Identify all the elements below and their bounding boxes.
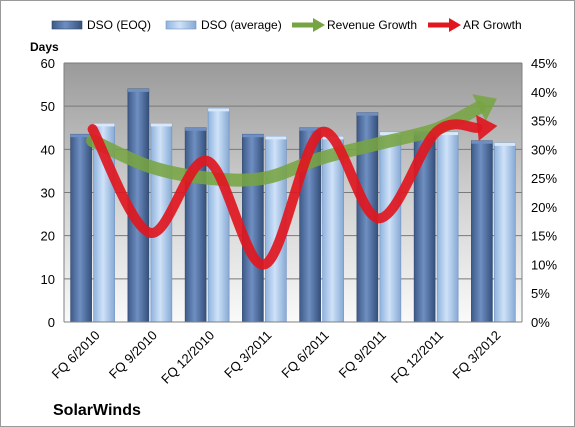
y2-tick-label: 25% <box>531 171 557 186</box>
bar-top <box>299 127 321 131</box>
y-tick-label: 30 <box>41 186 55 201</box>
y-axis-title: Days <box>30 40 59 54</box>
legend-label: DSO (average) <box>201 18 282 32</box>
y2-tick-label: 5% <box>531 286 550 301</box>
revenue-growth-arrowhead <box>472 94 497 121</box>
x-tick-label: FQ 12/2011 <box>388 328 446 386</box>
x-tick-label: FQ 6/2010 <box>49 328 103 382</box>
x-tick-label: FQ 3/2011 <box>221 328 274 381</box>
y2-tick-label: 30% <box>531 142 557 157</box>
bar-dso-average <box>379 131 402 323</box>
ar-growth-line <box>87 119 483 270</box>
bar-dso-eoq <box>471 140 493 323</box>
bar-top <box>150 123 172 127</box>
legend-swatch-arrow <box>313 18 325 32</box>
legend-swatch-arrow <box>449 18 461 32</box>
y2-tick-label: 15% <box>531 229 557 244</box>
y2-tick-label: 40% <box>531 85 557 100</box>
growth-lines-layer <box>86 94 498 270</box>
y2-tick-label: 45% <box>531 56 557 71</box>
y2-axis-ticks: 0% 5% 10% 15% 20% 25% 30% 35% 40% 45% <box>531 56 557 330</box>
bar-top <box>185 127 207 131</box>
bar-dso-average <box>494 142 516 323</box>
x-tick-label: FQ 9/2010 <box>106 328 160 382</box>
legend: DSO (EOQ) DSO (average) Revenue Growth AR G… <box>51 18 522 32</box>
y-tick-label: 20 <box>41 229 55 244</box>
bar-top <box>242 134 264 138</box>
y2-tick-label: 35% <box>531 114 557 129</box>
y-tick-label: 40 <box>41 142 55 157</box>
y2-tick-label: 10% <box>531 257 557 272</box>
x-tick-label: FQ 6/2011 <box>278 328 331 381</box>
company-name: SolarWinds <box>53 402 141 419</box>
x-tick-label: FQ 12/2010 <box>158 328 217 387</box>
bar-dso-average <box>207 108 230 323</box>
ar-growth-arrowhead <box>476 114 498 141</box>
legend-label: AR Growth <box>463 18 522 32</box>
bar-top <box>437 132 459 136</box>
bar-top <box>356 112 378 116</box>
y-tick-label: 60 <box>41 56 55 71</box>
legend-swatch <box>165 20 197 30</box>
y-tick-label: 0 <box>48 315 55 330</box>
bar-top <box>379 132 401 136</box>
bar-dso-average <box>322 136 344 323</box>
y-tick-label: 50 <box>41 99 55 114</box>
legend-label: DSO (EOQ) <box>87 18 151 32</box>
x-tick-label: FQ 3/2012 <box>449 328 503 382</box>
y2-tick-label: 20% <box>531 200 557 215</box>
bar-top <box>471 140 493 144</box>
y2-tick-label: 0% <box>531 315 550 330</box>
legend-label: Revenue Growth <box>327 18 417 32</box>
bar-dso-average <box>436 131 459 323</box>
legend-swatch <box>51 20 83 30</box>
bar-top <box>70 134 92 138</box>
bar-top <box>93 123 115 127</box>
x-tick-label: FQ 9/2011 <box>336 328 389 381</box>
bar-top <box>494 142 516 146</box>
y-axis-ticks: 0 10 20 30 40 50 60 <box>41 56 55 330</box>
y-tick-label: 10 <box>41 272 55 287</box>
bar-dso-eoq <box>70 133 92 323</box>
bar-top <box>265 136 287 140</box>
bar-top <box>127 88 149 92</box>
bar-top <box>208 108 230 112</box>
